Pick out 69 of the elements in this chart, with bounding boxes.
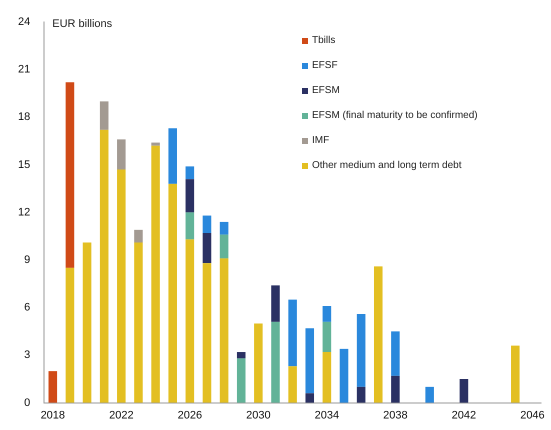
bar	[134, 230, 143, 243]
bar	[254, 323, 263, 403]
bar	[48, 371, 58, 403]
bar	[236, 352, 246, 358]
bar	[117, 170, 126, 403]
bar	[236, 358, 246, 403]
legend-label: Tbills	[312, 35, 336, 46]
y-tick-label: 6	[24, 302, 30, 314]
x-tick-label: 2042	[452, 409, 476, 422]
bar	[168, 128, 177, 184]
bar	[356, 386, 366, 403]
y-tick-label: 15	[18, 158, 30, 171]
y-tick-label: 24	[18, 16, 30, 28]
x-tick-label: 2026	[178, 409, 202, 422]
legend-label: EFSM (final maturity to be confirmed)	[312, 110, 478, 121]
bar	[288, 300, 297, 366]
bar	[117, 139, 126, 170]
bar	[186, 166, 194, 180]
x-tick-label: 2030	[246, 409, 271, 422]
bar	[66, 82, 74, 268]
bar	[511, 346, 520, 403]
bar	[356, 314, 366, 387]
bar	[322, 352, 332, 403]
bar	[271, 322, 280, 403]
bar	[322, 322, 332, 352]
bar	[425, 386, 434, 403]
bar	[202, 216, 212, 234]
bar	[186, 179, 194, 212]
bar	[186, 239, 194, 403]
bar	[220, 222, 228, 235]
y-tick-label: 21	[18, 64, 30, 76]
y-tick-label: 12	[18, 206, 30, 218]
x-tick-label: 2046	[520, 409, 545, 422]
bar	[391, 331, 400, 376]
bar	[151, 146, 160, 403]
bar	[186, 212, 194, 240]
x-tick-label: 2038	[383, 409, 408, 422]
bar	[391, 376, 400, 403]
bar	[134, 242, 143, 403]
bar	[220, 234, 228, 258]
x-tick-label: 2034	[314, 409, 340, 422]
bar	[202, 263, 212, 403]
bar	[66, 268, 74, 403]
bar	[460, 379, 468, 403]
legend-label: EFSF	[312, 60, 338, 71]
bar	[202, 233, 212, 264]
y-tick-label: 9	[24, 254, 30, 266]
bar	[340, 348, 348, 403]
legend-label: IMF	[312, 135, 330, 146]
x-tick-label: 2022	[109, 409, 134, 422]
y-tick-label: 18	[18, 111, 30, 124]
bar	[271, 285, 280, 322]
bar	[151, 142, 160, 146]
bar	[100, 101, 108, 130]
y-axis-title: EUR billions	[52, 18, 113, 30]
y-tick-label: 0	[24, 396, 30, 409]
bar	[82, 242, 92, 403]
bar	[100, 130, 108, 403]
legend-label: EFSM	[312, 85, 340, 96]
x-tick-label: 2018	[40, 409, 66, 422]
bar	[305, 328, 314, 394]
bar	[288, 366, 297, 403]
bar	[322, 306, 332, 322]
bar	[374, 266, 383, 403]
bar	[305, 393, 314, 403]
y-tick-label: 3	[24, 349, 30, 362]
bar	[168, 184, 177, 403]
legend-label: Other medium and long term debt	[312, 160, 462, 171]
bar	[220, 258, 228, 403]
